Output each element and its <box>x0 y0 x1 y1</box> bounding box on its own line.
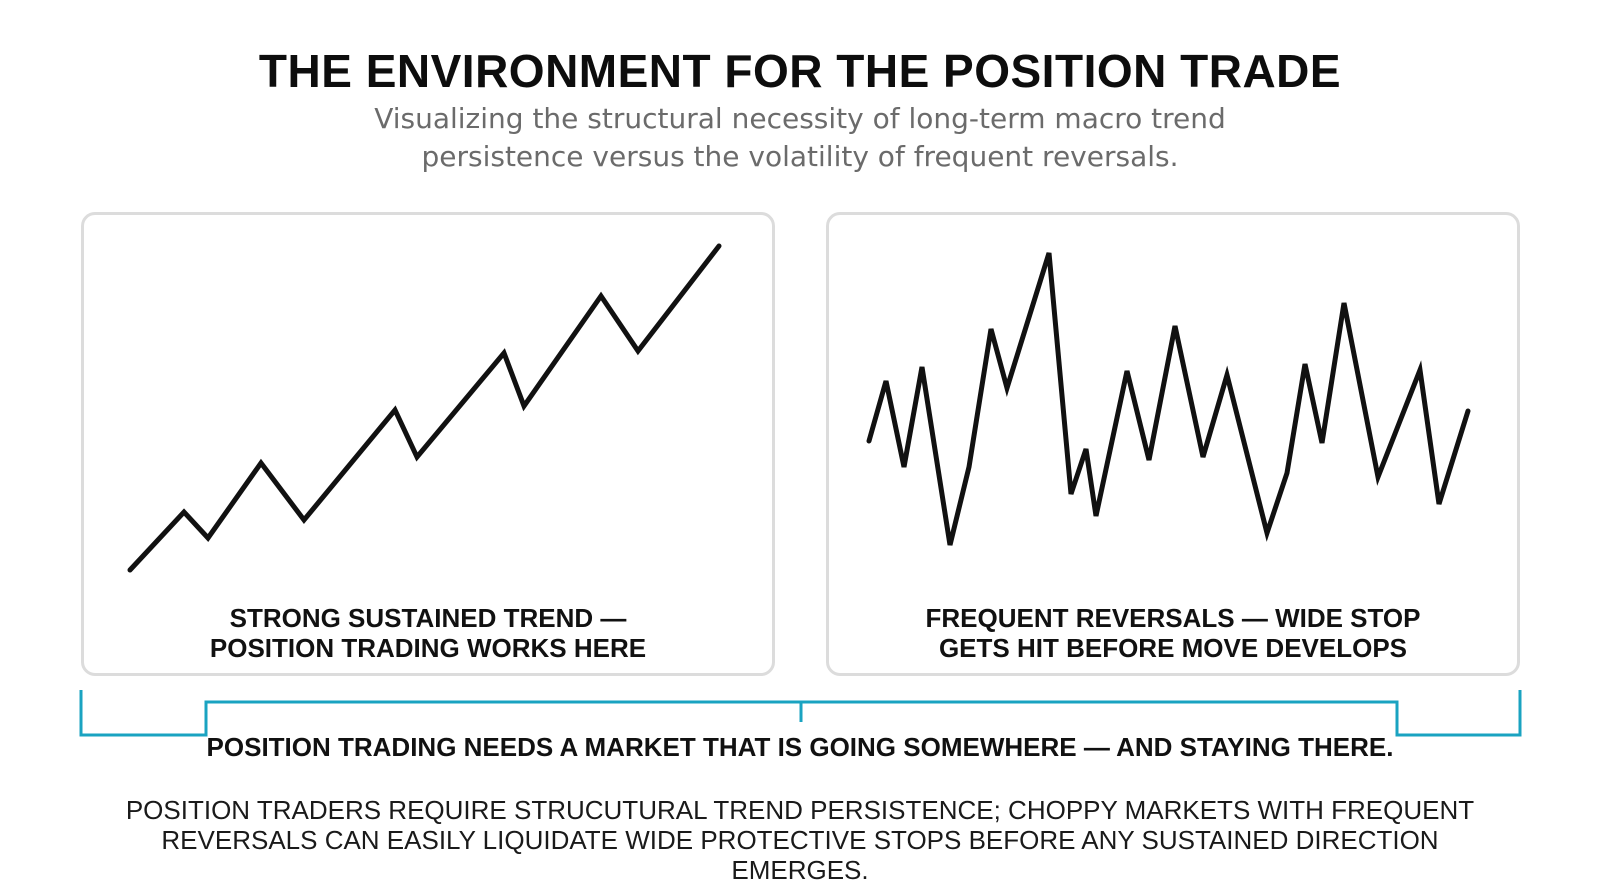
footer-line2: REVERSALS CAN EASILY LIQUIDATE WIDE PROT… <box>161 825 1439 885</box>
reversal-caption-line2: GETS HIT BEFORE MOVE DEVELOPS <box>938 633 1408 663</box>
conclusion-text: POSITION TRADING NEEDS A MARKET THAT IS … <box>206 732 1394 762</box>
reversal-price-line <box>866 252 1471 546</box>
trend-caption-line1: STRONG SUSTAINED TREND — <box>229 603 627 633</box>
trend-caption: STRONG SUSTAINED TREND — POSITION TRADIN… <box>84 603 772 663</box>
trend-chart <box>127 243 722 573</box>
page-subtitle: Visualizing the structural necessity of … <box>374 102 1226 173</box>
footer-note: POSITION TRADERS REQUIRE STRUCUTURAL TRE… <box>100 795 1500 885</box>
summary-bracket <box>79 690 1522 737</box>
trend-price-line <box>127 243 722 573</box>
trend-panel: STRONG SUSTAINED TREND — POSITION TRADIN… <box>81 212 775 676</box>
reversal-chart <box>866 252 1471 546</box>
page-title: THE ENVIRONMENT FOR THE POSITION TRADE <box>258 45 1342 97</box>
reversal-caption: FREQUENT REVERSALS — WIDE STOP GETS HIT … <box>829 603 1517 663</box>
trend-caption-line2: POSITION TRADING WORKS HERE <box>209 633 647 663</box>
footer-line1: POSITION TRADERS REQUIRE STRUCUTURAL TRE… <box>125 795 1475 825</box>
reversal-panel: FREQUENT REVERSALS — WIDE STOP GETS HIT … <box>826 212 1520 676</box>
reversal-caption-line1: FREQUENT REVERSALS — WIDE STOP <box>925 603 1421 633</box>
